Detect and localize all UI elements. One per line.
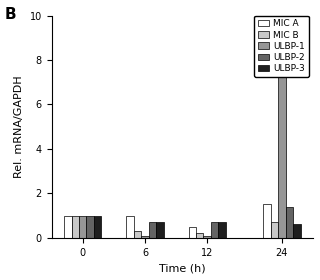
Bar [149, 222, 156, 238]
Bar [286, 207, 293, 238]
Text: B: B [4, 7, 16, 22]
Bar [219, 222, 226, 238]
Bar [86, 216, 94, 238]
Bar [211, 222, 219, 238]
Bar [263, 204, 271, 238]
Bar [188, 227, 196, 238]
Bar [134, 231, 141, 238]
Bar [141, 235, 149, 238]
Bar [156, 222, 164, 238]
Bar [204, 235, 211, 238]
Bar [196, 233, 204, 238]
Y-axis label: Rel. mRNA/GAPDH: Rel. mRNA/GAPDH [14, 75, 24, 178]
Text: ***: *** [273, 39, 291, 49]
Bar [94, 216, 101, 238]
Legend: MIC A, MIC B, ULBP-1, ULBP-2, ULBP-3: MIC A, MIC B, ULBP-1, ULBP-2, ULBP-3 [254, 16, 308, 77]
X-axis label: Time (h): Time (h) [159, 263, 206, 273]
Bar [71, 216, 79, 238]
Bar [79, 216, 86, 238]
Bar [293, 225, 300, 238]
Bar [126, 216, 134, 238]
Bar [64, 216, 71, 238]
Bar [278, 51, 286, 238]
Bar [271, 222, 278, 238]
